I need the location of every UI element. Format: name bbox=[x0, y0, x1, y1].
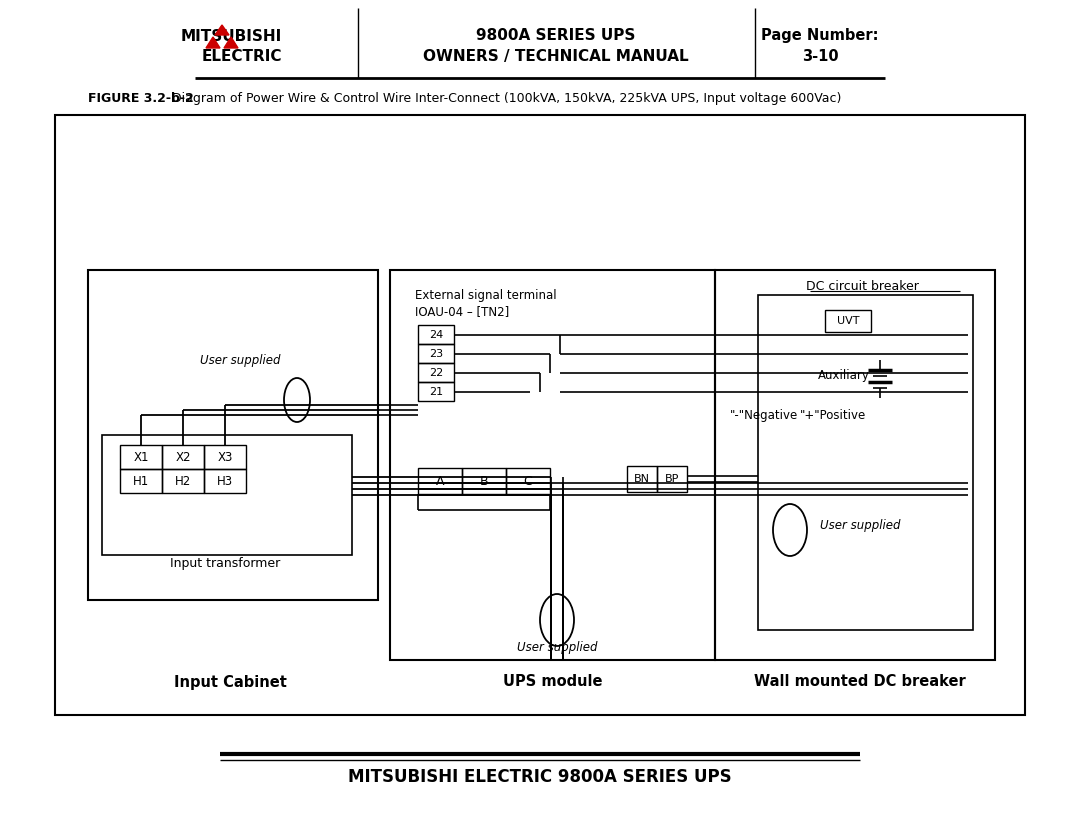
Bar bbox=[462, 468, 507, 494]
Text: C: C bbox=[524, 475, 532, 488]
Bar bbox=[120, 445, 162, 469]
Text: Page Number:: Page Number: bbox=[761, 28, 879, 43]
Text: MITSUBISHI: MITSUBISHI bbox=[180, 28, 282, 43]
Bar bbox=[825, 310, 870, 332]
Text: X1: X1 bbox=[133, 450, 149, 464]
Text: Wall mounted DC breaker: Wall mounted DC breaker bbox=[754, 675, 966, 690]
Bar bbox=[120, 469, 162, 493]
Polygon shape bbox=[206, 37, 220, 48]
Bar bbox=[204, 445, 246, 469]
Bar bbox=[162, 445, 204, 469]
Text: A: A bbox=[435, 475, 444, 488]
Bar bbox=[418, 344, 454, 363]
Bar bbox=[102, 435, 352, 555]
Text: "+"Positive: "+"Positive bbox=[800, 409, 866, 421]
Text: UPS module: UPS module bbox=[503, 675, 603, 690]
Bar bbox=[507, 468, 550, 494]
Text: User supplied: User supplied bbox=[820, 519, 901, 531]
Text: User supplied: User supplied bbox=[516, 641, 597, 655]
Text: User supplied: User supplied bbox=[200, 354, 280, 366]
Text: H1: H1 bbox=[133, 475, 149, 488]
Text: BP: BP bbox=[665, 474, 679, 484]
Text: "-"Negative: "-"Negative bbox=[730, 409, 798, 421]
Bar bbox=[715, 270, 995, 660]
Text: Input Cabinet: Input Cabinet bbox=[174, 675, 286, 690]
Bar bbox=[418, 468, 462, 494]
Bar bbox=[390, 270, 715, 660]
Text: Input transformer: Input transformer bbox=[170, 556, 280, 570]
Polygon shape bbox=[224, 37, 238, 48]
Bar bbox=[55, 115, 1025, 715]
Text: B: B bbox=[480, 475, 488, 488]
Text: X2: X2 bbox=[175, 450, 191, 464]
Text: OWNERS / TECHNICAL MANUAL: OWNERS / TECHNICAL MANUAL bbox=[423, 48, 689, 63]
Text: 21: 21 bbox=[429, 386, 443, 396]
Bar bbox=[627, 466, 657, 492]
Bar bbox=[418, 382, 454, 401]
Text: Auxiliary: Auxiliary bbox=[818, 369, 869, 381]
Bar bbox=[657, 466, 687, 492]
Text: X3: X3 bbox=[217, 450, 232, 464]
Text: 3-10: 3-10 bbox=[801, 48, 838, 63]
Text: MITSUBISHI ELECTRIC 9800A SERIES UPS: MITSUBISHI ELECTRIC 9800A SERIES UPS bbox=[348, 768, 732, 786]
Polygon shape bbox=[215, 25, 229, 35]
Text: 23: 23 bbox=[429, 349, 443, 359]
Bar bbox=[204, 469, 246, 493]
Text: 9800A SERIES UPS: 9800A SERIES UPS bbox=[476, 28, 636, 43]
Text: UVT: UVT bbox=[837, 316, 860, 326]
Text: FIGURE 3.2-b-2: FIGURE 3.2-b-2 bbox=[87, 92, 193, 104]
Text: 24: 24 bbox=[429, 329, 443, 339]
Bar bbox=[162, 469, 204, 493]
Text: DC circuit breaker: DC circuit breaker bbox=[806, 280, 918, 294]
Bar bbox=[87, 270, 378, 600]
Text: External signal terminal: External signal terminal bbox=[415, 289, 556, 302]
Text: H2: H2 bbox=[175, 475, 191, 488]
Text: BN: BN bbox=[634, 474, 650, 484]
Text: ELECTRIC: ELECTRIC bbox=[202, 48, 282, 63]
Text: H3: H3 bbox=[217, 475, 233, 488]
Text: Diagram of Power Wire & Control Wire Inter-Connect (100kVA, 150kVA, 225kVA UPS, : Diagram of Power Wire & Control Wire Int… bbox=[160, 92, 841, 104]
Bar bbox=[758, 295, 973, 630]
Text: IOAU-04 – [TN2]: IOAU-04 – [TN2] bbox=[415, 305, 510, 319]
Text: 22: 22 bbox=[429, 368, 443, 378]
Bar bbox=[418, 325, 454, 344]
Bar bbox=[418, 363, 454, 382]
